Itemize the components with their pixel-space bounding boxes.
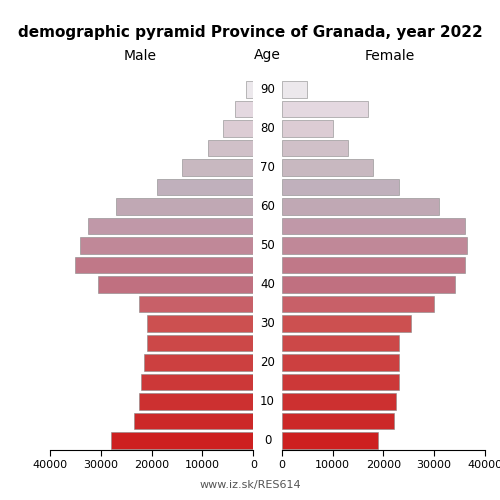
Text: 90: 90 [260, 83, 275, 96]
Bar [182, 160, 254, 176]
Bar [139, 393, 254, 409]
Bar [282, 238, 467, 254]
Bar [282, 276, 455, 292]
Text: Female: Female [365, 48, 415, 62]
Text: 50: 50 [260, 239, 275, 252]
Bar [223, 120, 254, 137]
Bar [236, 101, 254, 117]
Bar [134, 412, 254, 429]
Bar [282, 218, 465, 234]
Text: 40: 40 [260, 278, 275, 291]
Text: 10: 10 [260, 395, 275, 408]
Text: 20: 20 [260, 356, 275, 369]
Bar [282, 198, 440, 215]
Bar [282, 432, 378, 448]
Text: 80: 80 [260, 122, 275, 135]
Text: demographic pyramid Province of Granada, year 2022: demographic pyramid Province of Granada,… [18, 25, 482, 40]
Bar [76, 256, 254, 274]
Text: www.iz.sk/RES614: www.iz.sk/RES614 [199, 480, 301, 490]
Bar [282, 393, 396, 409]
Bar [146, 315, 254, 332]
Bar [282, 256, 465, 274]
Bar [282, 334, 399, 351]
Bar [156, 179, 254, 196]
Text: 70: 70 [260, 161, 275, 174]
Bar [282, 120, 333, 137]
Bar [144, 354, 254, 370]
Bar [282, 140, 348, 156]
Text: Male: Male [124, 48, 156, 62]
Text: 30: 30 [260, 317, 275, 330]
Bar [282, 160, 373, 176]
Bar [282, 296, 434, 312]
Bar [282, 412, 394, 429]
Bar [282, 315, 412, 332]
Bar [116, 198, 254, 215]
Bar [208, 140, 254, 156]
Bar [80, 238, 254, 254]
Text: 0: 0 [264, 434, 271, 447]
Bar [111, 432, 254, 448]
Bar [282, 82, 307, 98]
Bar [282, 354, 399, 370]
Text: 60: 60 [260, 200, 275, 213]
Bar [282, 179, 399, 196]
Bar [98, 276, 254, 292]
Text: Age: Age [254, 48, 281, 62]
Bar [282, 374, 399, 390]
Bar [142, 374, 254, 390]
Bar [246, 82, 254, 98]
Bar [139, 296, 254, 312]
Bar [282, 101, 368, 117]
Bar [88, 218, 254, 234]
Bar [146, 334, 254, 351]
